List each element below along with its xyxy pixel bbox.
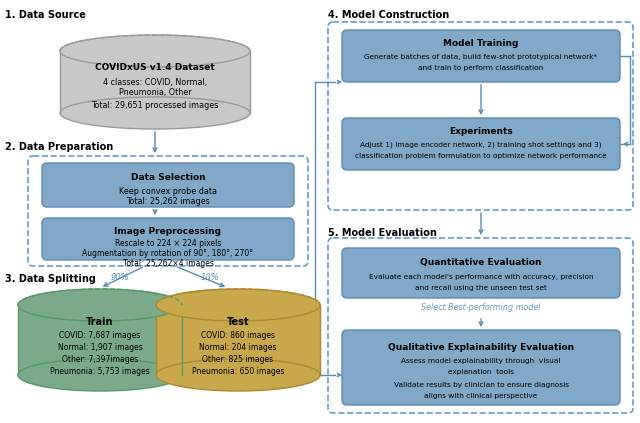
- Text: 1. Data Source: 1. Data Source: [5, 10, 86, 20]
- Text: Total: 25,262 images: Total: 25,262 images: [126, 198, 210, 206]
- Bar: [156, 305, 320, 375]
- Text: aligns with clinical perspective: aligns with clinical perspective: [424, 393, 538, 399]
- Text: Evaluate each model's performance with accuracy, precision: Evaluate each model's performance with a…: [369, 274, 593, 280]
- Ellipse shape: [18, 359, 182, 391]
- Text: Assess model explainability through  visual: Assess model explainability through visu…: [401, 358, 561, 364]
- Text: Qualitative Explainability Evaluation: Qualitative Explainability Evaluation: [388, 343, 574, 352]
- Text: Image Preprocessing: Image Preprocessing: [115, 226, 221, 236]
- Text: 5. Model Evaluation: 5. Model Evaluation: [328, 228, 437, 238]
- Text: Data Selection: Data Selection: [131, 173, 205, 182]
- Text: 90%: 90%: [111, 274, 129, 283]
- Text: 2. Data Preparation: 2. Data Preparation: [5, 142, 113, 152]
- Text: Rescale to 224 × 224 pixels: Rescale to 224 × 224 pixels: [115, 239, 221, 247]
- Ellipse shape: [60, 35, 250, 67]
- Text: Test: Test: [227, 317, 249, 327]
- Text: Augmentation by rotation of 90°, 180°, 270°: Augmentation by rotation of 90°, 180°, 2…: [83, 248, 253, 258]
- Text: Pneumonia: 5,753 images: Pneumonia: 5,753 images: [50, 366, 150, 376]
- FancyBboxPatch shape: [342, 30, 620, 82]
- Text: Keep convex probe data: Keep convex probe data: [119, 187, 217, 195]
- Text: 4. Model Construction: 4. Model Construction: [328, 10, 449, 20]
- Text: Experiments: Experiments: [449, 127, 513, 137]
- FancyBboxPatch shape: [42, 218, 294, 260]
- FancyBboxPatch shape: [42, 163, 294, 207]
- Text: and recall using the unseen test set: and recall using the unseen test set: [415, 285, 547, 291]
- Text: Other: 825 images: Other: 825 images: [202, 354, 273, 363]
- Text: Normal: 204 images: Normal: 204 images: [199, 343, 276, 352]
- FancyBboxPatch shape: [342, 248, 620, 298]
- Text: Pneumonia, Other: Pneumonia, Other: [118, 88, 191, 97]
- Ellipse shape: [156, 289, 320, 321]
- Text: explanation  tools: explanation tools: [448, 369, 514, 375]
- Text: Quantitative Evaluation: Quantitative Evaluation: [420, 258, 541, 267]
- Text: Model Training: Model Training: [444, 39, 518, 49]
- FancyBboxPatch shape: [342, 118, 620, 170]
- Text: 10%: 10%: [200, 274, 220, 283]
- Text: Pneumonia: 650 images: Pneumonia: 650 images: [192, 366, 284, 376]
- Text: COVIDxUS v1.4 Dataset: COVIDxUS v1.4 Dataset: [95, 63, 215, 72]
- Text: Normal: 1,907 images: Normal: 1,907 images: [58, 343, 142, 352]
- Text: COVID: 7,687 images: COVID: 7,687 images: [60, 330, 141, 340]
- Text: Adjust 1) image encoder network, 2) training shot settings and 3): Adjust 1) image encoder network, 2) trai…: [360, 142, 602, 148]
- FancyBboxPatch shape: [342, 330, 620, 405]
- Text: Total: 29,651 processed images: Total: 29,651 processed images: [92, 101, 219, 110]
- Text: Total: 25,262×4 images: Total: 25,262×4 images: [123, 258, 213, 267]
- Ellipse shape: [60, 97, 250, 129]
- Bar: [60, 51, 250, 113]
- Text: Train: Train: [86, 317, 114, 327]
- Text: Generate batches of data, build few-shot prototypical network*: Generate batches of data, build few-shot…: [364, 54, 598, 60]
- Text: classification problem formulation to optimize network performance: classification problem formulation to op…: [355, 153, 607, 159]
- Ellipse shape: [18, 289, 182, 321]
- Text: COVID: 860 images: COVID: 860 images: [201, 330, 275, 340]
- Text: 4 classes: COVID, Normal,: 4 classes: COVID, Normal,: [103, 77, 207, 86]
- Ellipse shape: [156, 359, 320, 391]
- Text: and train to perform classification: and train to perform classification: [419, 65, 543, 71]
- Text: Validate results by clinician to ensure diagnosis: Validate results by clinician to ensure …: [394, 382, 568, 388]
- Bar: [18, 305, 182, 375]
- Text: 3. Data Splitting: 3. Data Splitting: [5, 274, 96, 284]
- Text: Select Best-performing model: Select Best-performing model: [421, 303, 541, 313]
- Text: Other: 7,397images: Other: 7,397images: [62, 354, 138, 363]
